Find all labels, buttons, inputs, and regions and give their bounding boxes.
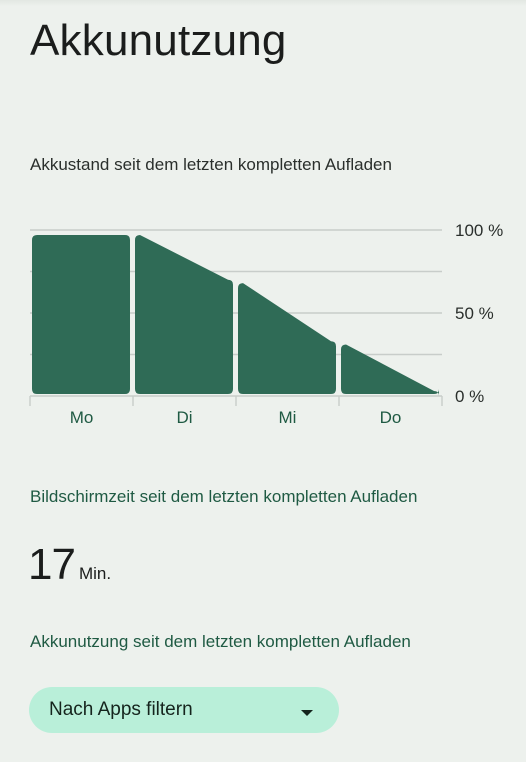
screen-time-value: 17 Min. [28, 540, 111, 590]
screen-time-unit: Min. [78, 564, 112, 583]
screen-time-number: 17 [28, 540, 76, 589]
y-tick-label: 0 % [455, 387, 484, 406]
x-tick-label: Di [176, 408, 192, 427]
battery-segment-di [135, 234, 233, 394]
x-tick-label: Do [380, 408, 402, 427]
battery-level-chart: Mo Di Mi Do 100 % 50 % 0 % [29, 221, 503, 427]
x-tick-label: Mo [70, 408, 94, 427]
y-tick-label: 50 % [455, 304, 494, 323]
y-tick-label: 100 % [455, 221, 503, 240]
page-title: Akkunutzung [30, 16, 287, 65]
battery-segment-mo [32, 234, 130, 394]
dropdown-arrow-icon[interactable] [301, 710, 313, 716]
top-shade [0, 0, 526, 6]
filter-label: Nach Apps filtern [49, 699, 193, 720]
filter-by-apps-dropdown[interactable]: Nach Apps filtern [29, 687, 339, 733]
x-tick-label: Mi [279, 408, 297, 427]
battery-segment-mi [238, 283, 336, 394]
screen-time-title: Bildschirmzeit seit dem letzten komplett… [30, 487, 418, 506]
battery-segment-do [341, 344, 439, 397]
battery-usage-title: Akkunutzung seit dem letzten kompletten … [30, 632, 411, 651]
chart-caption: Akkustand seit dem letzten kompletten Au… [30, 155, 392, 174]
